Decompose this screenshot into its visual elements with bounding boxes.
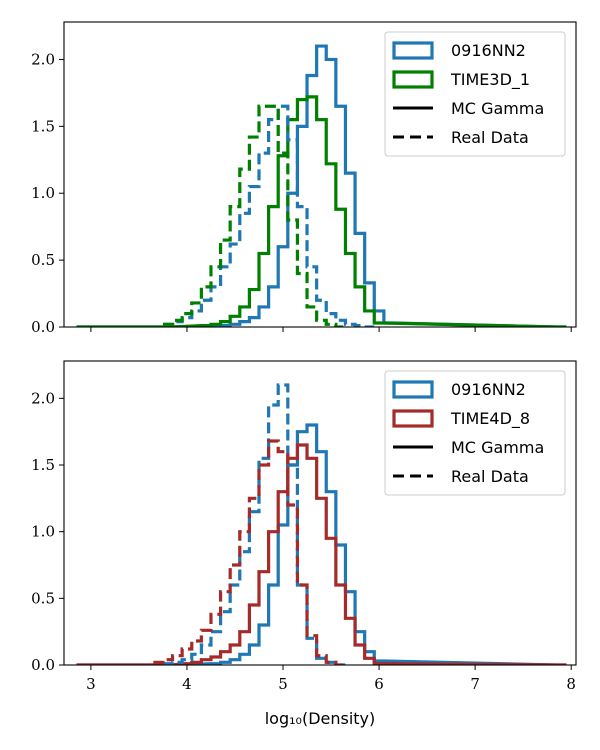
- y-tick-label: 1.5: [31, 456, 55, 474]
- y-tick-label: 2.0: [31, 50, 55, 68]
- x-tick-label: 7: [470, 675, 480, 693]
- series-line-time3d-1-real-data: [162, 104, 346, 327]
- legend-box: [384, 370, 566, 496]
- y-tick-label: 0.0: [31, 318, 55, 336]
- legend-label: TIME4D_8: [450, 409, 530, 429]
- x-tick-label: 8: [566, 675, 576, 693]
- legend-label: TIME3D_1: [450, 70, 530, 90]
- y-tick-label: 1.0: [31, 523, 55, 541]
- legend-label: MC Gamma: [451, 438, 544, 457]
- legend-swatch: [392, 70, 434, 89]
- legend-box: [384, 31, 566, 157]
- legend-label: 0916NN2: [451, 380, 526, 399]
- series-line-time4d-8-real-data: [153, 439, 346, 665]
- legend-label: Real Data: [451, 128, 529, 147]
- series-line-0916nn2-real-data: [162, 104, 375, 327]
- panel-top: 0.0 0.5 1.0 1.5 2.0 0916NN2 TIME3D_1 MC Gamma Re…: [31, 21, 577, 336]
- series-line-0916nn2-real-data: [162, 383, 346, 665]
- legend-label: 0916NN2: [451, 41, 526, 60]
- x-tick-label: 6: [374, 675, 384, 693]
- x-tick-label: 4: [182, 675, 192, 693]
- x-tick-label: 3: [86, 675, 96, 693]
- series-group: [76, 44, 567, 327]
- series-group: [76, 383, 567, 665]
- series-line-time4d-8-mc-gamma: [76, 443, 567, 665]
- series-line-0916nn2-mc-gamma: [76, 44, 567, 327]
- y-tick-label: 0.5: [31, 251, 55, 269]
- legend-label: MC Gamma: [451, 99, 544, 118]
- legend: 0916NN2 TIME3D_1 MC Gamma Real Data: [384, 31, 566, 157]
- x-tick-label: 5: [278, 675, 288, 693]
- y-tick-label: 1.5: [31, 117, 55, 135]
- legend-swatch: [392, 380, 434, 399]
- y-tick-label: 1.0: [31, 184, 55, 202]
- x-axis-label: log₁₀(Density): [265, 709, 376, 728]
- y-tick-label: 0.0: [31, 656, 55, 674]
- y-tick-label: 2.0: [31, 389, 55, 407]
- axes-frame: [63, 21, 577, 328]
- panel-bottom: 3 4 5 6 7 8 0.0 0.5 1.0 1.5 2.0 0916NN2 TIME4D_8 MC G…: [31, 360, 577, 693]
- legend: 0916NN2 TIME4D_8 MC Gamma Real Data: [384, 370, 566, 496]
- axes-frame: [63, 360, 577, 666]
- legend-swatch: [392, 409, 434, 428]
- legend-label: Real Data: [451, 467, 529, 486]
- y-tick-label: 0.5: [31, 589, 55, 607]
- legend-swatch: [392, 41, 434, 60]
